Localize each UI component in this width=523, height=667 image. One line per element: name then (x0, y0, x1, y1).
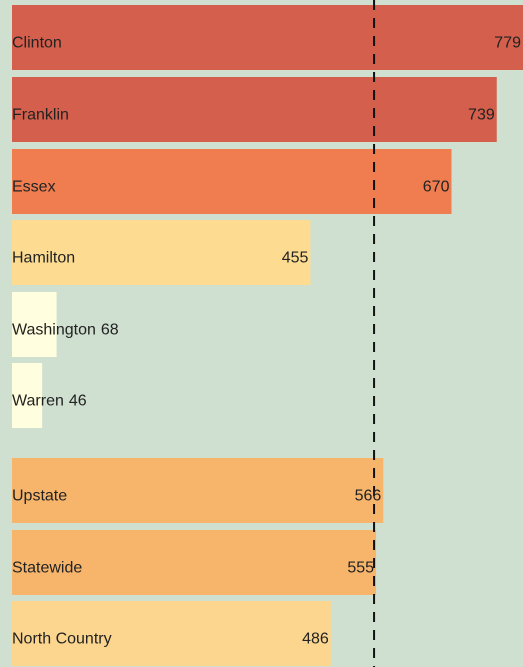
value-label: 555 (347, 560, 374, 577)
category-label: North Country (12, 631, 112, 648)
value-label: 670 (423, 179, 450, 196)
category-label: Washington (12, 322, 96, 339)
bar (12, 220, 311, 285)
bar (12, 5, 523, 70)
category-label: Warren (12, 393, 64, 410)
bar (12, 601, 331, 666)
category-label: Hamilton (12, 250, 75, 267)
bar (12, 77, 497, 142)
value-label: 566 (355, 488, 382, 505)
bar (12, 530, 377, 595)
value-label: 486 (302, 631, 329, 648)
bar (12, 363, 43, 428)
category-label: Clinton (12, 35, 62, 52)
value-label: 46 (69, 393, 87, 410)
category-label: Statewide (12, 560, 82, 577)
value-label: 68 (101, 322, 119, 339)
value-label: 779 (494, 35, 521, 52)
category-label: Upstate (12, 488, 67, 505)
category-label: Essex (12, 179, 56, 196)
bar (12, 458, 384, 523)
category-label: Franklin (12, 107, 69, 124)
bar (12, 292, 57, 357)
bar (12, 149, 452, 214)
value-label: 739 (468, 107, 495, 124)
value-label: 455 (282, 250, 309, 267)
